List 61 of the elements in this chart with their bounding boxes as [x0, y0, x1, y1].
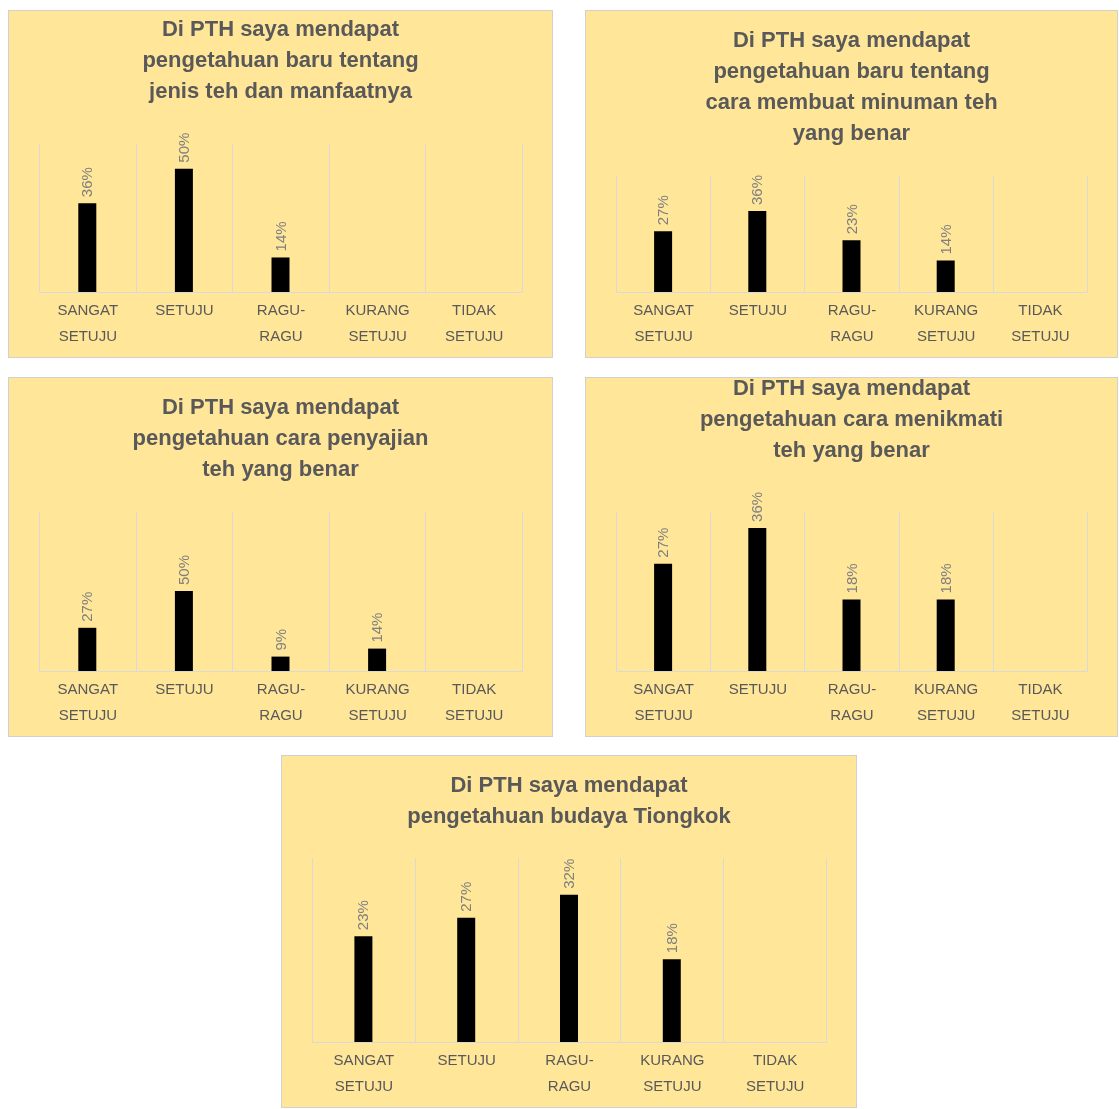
chart-title: Di PTH saya mendapat pengetahuan baru tentang jenis teh dan manfaatnya — [142, 15, 419, 103]
bar — [748, 211, 767, 292]
data-label: 23% — [842, 204, 860, 235]
bar — [78, 627, 97, 671]
data-label: 14% — [271, 221, 289, 252]
x-tick-label: SANGAT SETUJU — [633, 679, 694, 723]
x-tick-label: TIDAK SETUJU — [445, 300, 504, 344]
data-label: 36% — [748, 174, 766, 205]
x-tick-label: RAGU-RAGU — [256, 300, 306, 344]
data-label: 50% — [174, 554, 192, 585]
bar — [354, 936, 373, 1042]
x-tick-label: KURANG SETUJU — [914, 300, 979, 344]
x-tick-label: SANGAT SETUJU — [633, 300, 694, 344]
x-tick-label: KURANG SETUJU — [640, 1050, 705, 1094]
x-tick-label: SETUJU — [728, 679, 787, 697]
data-label: 32% — [560, 858, 577, 889]
data-label: 50% — [174, 132, 192, 163]
data-label: 14% — [936, 224, 954, 255]
x-tick-label: SETUJU — [437, 1050, 496, 1068]
bar — [368, 648, 387, 671]
data-label: 9% — [271, 628, 289, 651]
data-label: 36% — [748, 491, 766, 522]
x-tick-label: SANGAT SETUJU — [333, 1050, 395, 1094]
data-label: 27% — [654, 195, 672, 226]
x-tick-label: TIDAK SETUJU — [1011, 300, 1070, 344]
x-tick-label: SETUJU — [155, 679, 214, 697]
chart-title: Di PTH saya mendapat pengetahuan cara menikmati teh yang benar — [699, 374, 1004, 462]
x-tick-label: RAGU-RAGU — [827, 679, 877, 723]
data-label: 23% — [354, 900, 372, 931]
chart-title: Di PTH saya mendapat pengetahuan baru tentang cara membuat minuman teh yang benar — [705, 26, 998, 145]
x-tick-label: RAGU-RAGU — [545, 1050, 594, 1094]
x-tick-label: SANGAT SETUJU — [57, 300, 119, 344]
data-label: 27% — [78, 591, 96, 622]
data-label: 27% — [457, 881, 475, 912]
data-label: 18% — [936, 563, 954, 594]
chart-title: Di PTH saya mendapat pengetahuan budaya Tiongkok — [407, 772, 732, 828]
bar — [560, 894, 578, 1042]
bar — [936, 260, 955, 292]
x-tick-label: SETUJU — [155, 300, 214, 318]
x-tick-label: TIDAK SETUJU — [445, 679, 504, 723]
bar — [271, 656, 290, 671]
bar — [174, 591, 193, 671]
data-label: 36% — [78, 167, 96, 198]
data-label: 18% — [842, 563, 860, 594]
x-tick-label: TIDAK SETUJU — [745, 1050, 805, 1094]
data-label: 27% — [654, 527, 672, 558]
chart-title: Di PTH saya mendapat pengetahuan cara penyajian teh yang benar — [132, 394, 429, 481]
x-tick-label: SETUJU — [728, 300, 787, 318]
x-tick-label: SANGAT SETUJU — [57, 679, 119, 723]
x-tick-label: RAGU-RAGU — [256, 679, 306, 723]
bar — [654, 231, 673, 292]
data-label: 18% — [662, 923, 680, 954]
data-label: 14% — [368, 612, 386, 643]
x-tick-label: KURANG SETUJU — [345, 679, 410, 723]
x-tick-label: RAGU-RAGU — [827, 300, 877, 344]
x-tick-label: KURANG SETUJU — [345, 300, 410, 344]
x-tick-label: TIDAK SETUJU — [1011, 679, 1070, 723]
bar — [842, 240, 861, 292]
x-tick-label: KURANG SETUJU — [914, 679, 979, 723]
bar — [457, 917, 476, 1042]
bar — [662, 959, 681, 1042]
